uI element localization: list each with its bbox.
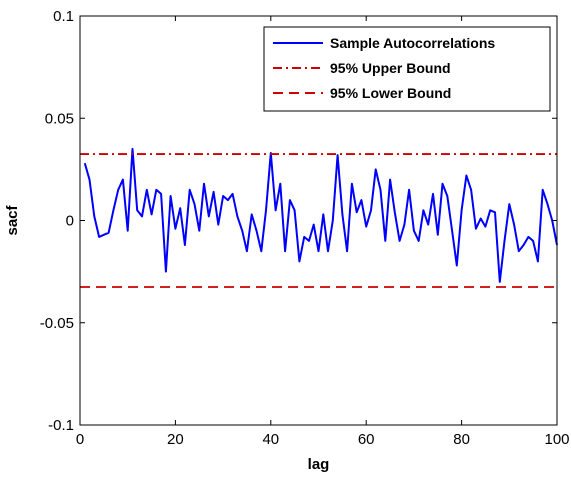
y-tick-label: 0 (66, 213, 74, 230)
x-tick-label: 80 (453, 431, 470, 448)
legend-label: 95% Lower Bound (330, 85, 451, 101)
y-tick-label: 0.1 (53, 8, 74, 25)
x-axis-label: lag (308, 456, 330, 473)
x-tick-label: 20 (167, 431, 184, 448)
legend-entry-upper-bound: 95% Upper Bound (273, 60, 451, 76)
y-tick-label: -0.1 (48, 417, 74, 434)
y-tick-label: -0.05 (40, 315, 74, 332)
legend-entry-lower-bound: 95% Lower Bound (273, 85, 451, 101)
y-tick-label: 0.05 (45, 110, 74, 127)
legend-label: 95% Upper Bound (330, 60, 451, 76)
y-axis-label: sacf (4, 204, 21, 235)
x-tick-label: 60 (358, 431, 375, 448)
series-line-sample-autocorrelations (83, 147, 558, 283)
legend-entry-sample-autocorrelations: Sample Autocorrelations (273, 35, 495, 51)
x-tick-label: 0 (76, 431, 84, 448)
x-tick-label: 40 (262, 431, 279, 448)
legend-label: Sample Autocorrelations (330, 35, 495, 51)
x-tick-label: 100 (544, 431, 569, 448)
